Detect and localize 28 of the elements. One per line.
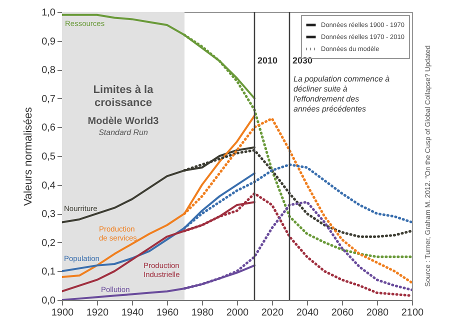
annotation: Standard Run: [98, 128, 148, 137]
y-tick-label: 0,0: [42, 296, 56, 306]
y-tick-label: 0,8: [42, 65, 56, 76]
text: Limites à la croissance: [93, 84, 154, 109]
x-tick-label: 1940: [121, 308, 144, 318]
x-tick-label: 1900: [51, 308, 74, 318]
y-tick-label: 0,5: [42, 152, 56, 162]
x-tick-label: 2000: [226, 308, 250, 318]
y-tick-label: 1,0: [42, 8, 56, 18]
x-tick-label: 1980: [191, 308, 214, 318]
y-tick-label: 0,4: [42, 180, 56, 192]
y-tick-label: 0,7: [42, 94, 56, 105]
x-tick-label: 1960: [156, 308, 180, 318]
x-tick-label: 2020: [261, 308, 284, 318]
x-tick-label: 2060: [331, 308, 354, 318]
y-tick-label: 0,9: [42, 36, 56, 48]
text: Modèle World3: [88, 116, 160, 127]
annotation: La population commence à décliner suite à l'effondrement des années précédentes: [294, 74, 390, 114]
ref-line-label: 2010: [258, 56, 278, 66]
y-axis-title: Valeurs normalisées: [22, 106, 35, 206]
y-tick-label: 0,2: [42, 238, 56, 249]
x-tick-label: 2100: [401, 308, 424, 318]
y-tick-label: 0,1: [42, 266, 56, 278]
x-tick-label: 1920: [86, 308, 110, 318]
y-tick-label: 0,3: [42, 209, 56, 220]
x-tick-label: 2040: [296, 308, 320, 318]
y-tick-label: 0,6: [42, 122, 56, 134]
x-tick-label: 2080: [366, 308, 390, 318]
